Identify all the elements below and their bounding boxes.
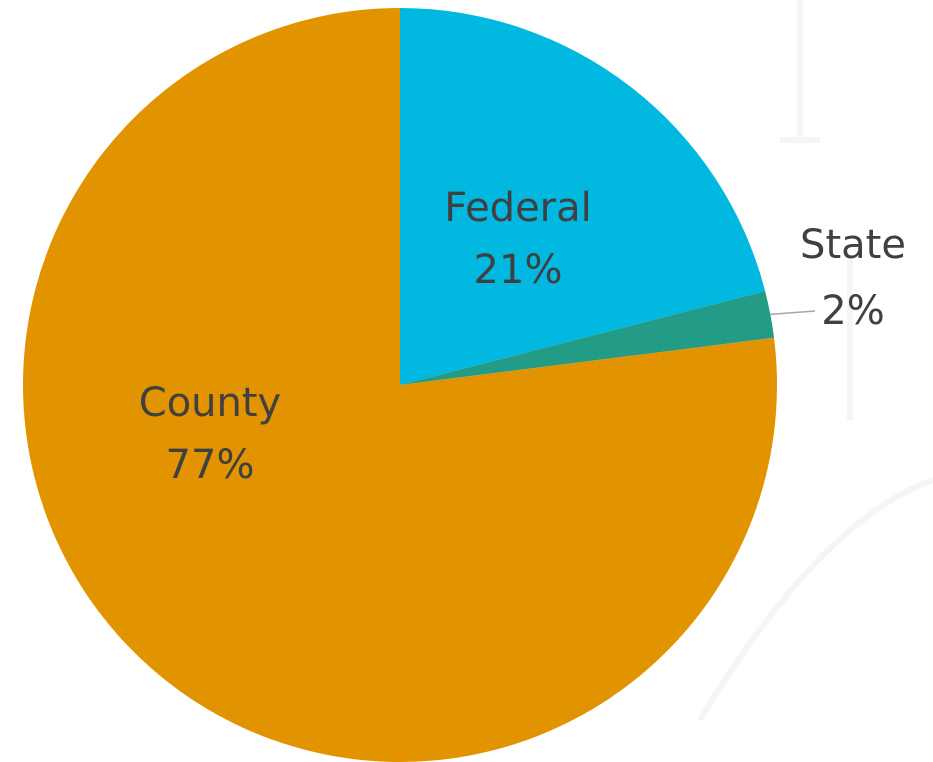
slice-value-label: 77% xyxy=(166,442,255,488)
watermark xyxy=(697,0,933,722)
slice-label: Federal xyxy=(444,185,592,231)
pie-slice xyxy=(23,8,777,762)
slice-value-label: 21% xyxy=(474,247,563,293)
watermark-shape xyxy=(697,0,933,722)
slice-label: County xyxy=(139,380,281,426)
pie-slice xyxy=(400,8,766,385)
slice-label: State xyxy=(800,222,906,268)
pie-slice xyxy=(400,291,775,385)
leader-line xyxy=(770,310,816,316)
slice-value-label: 2% xyxy=(821,288,884,334)
